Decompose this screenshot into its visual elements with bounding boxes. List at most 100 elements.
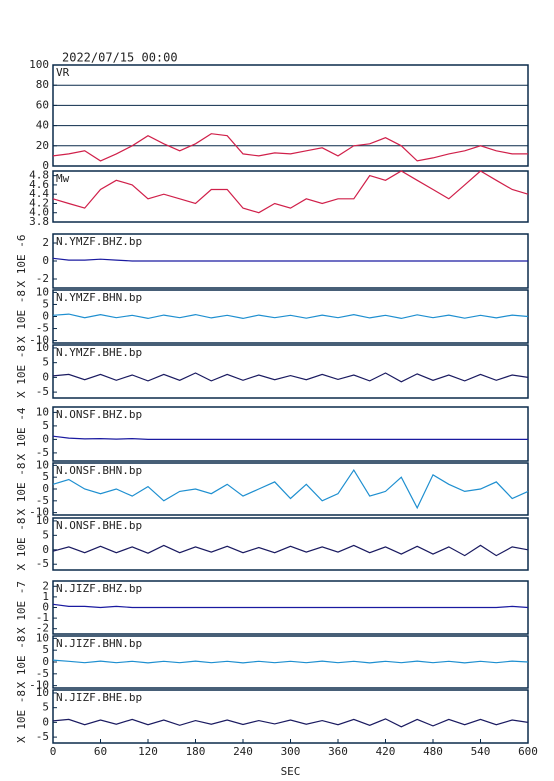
y-tick-label: 5 (42, 419, 49, 432)
y-axis-label: X 10E -6 (15, 235, 28, 288)
y-tick-label: 80 (36, 78, 49, 91)
y-tick-label: 4.6 (29, 178, 49, 191)
x-tick-label: 300 (281, 745, 301, 758)
y-tick-label: -5 (36, 385, 49, 398)
panel-label: N.YMZF.BHN.bp (56, 291, 142, 304)
y-tick-label: 10 (36, 405, 49, 418)
y-tick-label: 5 (42, 528, 49, 541)
y-tick-label: 60 (36, 98, 49, 111)
x-tick-label: 600 (518, 745, 538, 758)
y-tick-label: 20 (36, 139, 49, 152)
waveform (52, 468, 529, 510)
y-axis-label: X 10E -8 (15, 518, 28, 571)
y-tick-label: 4.0 (29, 206, 49, 219)
y-tick-label: 0 (42, 543, 49, 556)
panel-label: Mw (56, 172, 70, 185)
y-tick-label: -2 (36, 272, 49, 285)
panel-label: N.ONSF.BHZ.bp (56, 408, 142, 421)
panel-label: N.ONSF.BHN.bp (56, 464, 142, 477)
waveform (52, 718, 529, 728)
y-tick-label: 100 (29, 58, 49, 71)
x-tick-label: 480 (423, 745, 443, 758)
y-tick-label: 4.4 (29, 187, 49, 200)
y-tick-label: -10 (29, 334, 49, 347)
panel-label: N.JIZF.BHE.bp (56, 691, 142, 704)
y-tick-label: 0 (42, 254, 49, 267)
y-tick-label: 10 (36, 341, 49, 354)
y-tick-label: 10 (36, 458, 49, 471)
waveform (52, 435, 528, 440)
y-axis-label: X 10E -8 (15, 636, 28, 689)
y-tick-label: -5 (36, 446, 49, 459)
panel-label: N.ONSF.BHE.bp (56, 519, 142, 532)
y-tick-label: -5 (36, 730, 49, 743)
x-tick-label: 0 (50, 745, 57, 758)
panel-label: N.JIZF.BHZ.bp (56, 582, 142, 595)
y-tick-label: -5 (36, 667, 49, 680)
x-tick-label: 120 (138, 745, 158, 758)
x-tick-label: 420 (376, 745, 396, 758)
y-tick-label: 5 (42, 297, 49, 310)
y-tick-label: 2 (42, 236, 49, 249)
y-tick-label: 0 (42, 159, 49, 172)
y-tick-label: 4.8 (29, 169, 49, 182)
y-tick-label: 10 (36, 285, 49, 298)
y-tick-label: 0 (42, 715, 49, 728)
y-tick-label: 10 (36, 514, 49, 527)
panel-label: VR (56, 66, 70, 79)
y-tick-label: 0 (42, 370, 49, 383)
y-tick-label: 0 (42, 482, 49, 495)
panel-frame (52, 344, 529, 399)
x-tick-label: 180 (186, 745, 206, 758)
y-tick-label: 5 (42, 356, 49, 369)
x-tick-label: 360 (328, 745, 348, 758)
y-tick-label: 3.8 (29, 215, 49, 228)
date-title: 2022/07/15 00:00 (62, 51, 178, 65)
waveform (52, 603, 529, 609)
panel-label: N.YMZF.BHZ.bp (56, 235, 142, 248)
y-axis-label: X 10E -8 (15, 290, 28, 343)
x-tick-label: 540 (471, 745, 491, 758)
y-tick-label: 4.2 (29, 196, 49, 209)
y-tick-label: 5 (42, 643, 49, 656)
y-tick-label: 2 (42, 579, 49, 592)
waveform (52, 313, 529, 320)
y-tick-label: 0 (42, 601, 49, 614)
y-tick-label: 0 (42, 310, 49, 323)
x-tick-label: 240 (233, 745, 253, 758)
y-tick-label: -10 (29, 679, 49, 692)
y-tick-label: 0 (42, 432, 49, 445)
panel-frame (52, 406, 529, 462)
panel-label: N.JIZF.BHN.bp (56, 637, 142, 650)
panel-frame (52, 64, 529, 167)
y-tick-label: 5 (42, 470, 49, 483)
y-tick-label: 10 (36, 686, 49, 699)
y-tick-label: -5 (36, 494, 49, 507)
y-tick-label: 10 (36, 631, 49, 644)
y-tick-label: -2 (36, 622, 49, 635)
y-axis-label: X 10E -8 (15, 463, 28, 516)
y-axis-label: X 10E -4 (15, 407, 28, 460)
y-tick-label: -1 (36, 611, 49, 624)
y-tick-label: 0 (42, 655, 49, 668)
y-axis-label: X 10E -8 (15, 690, 28, 743)
waveform (52, 544, 529, 557)
waveform (52, 257, 528, 262)
y-tick-label: -5 (36, 557, 49, 570)
x-tick-label: 60 (94, 745, 107, 758)
y-tick-label: -10 (29, 506, 49, 519)
y-tick-label: -5 (36, 322, 49, 335)
waveform (52, 170, 529, 214)
y-axis-label: X 10E -7 (15, 581, 28, 634)
waveform (52, 372, 529, 383)
y-tick-label: 40 (36, 119, 49, 132)
y-axis-label: X 10E -8 (15, 345, 28, 398)
panel-frame (52, 517, 529, 571)
y-tick-label: 1 (42, 590, 49, 603)
waveform (52, 659, 529, 664)
x-axis-label: SEC (281, 765, 301, 778)
panel-frame (52, 170, 529, 223)
y-tick-label: 5 (42, 701, 49, 714)
waveform (52, 133, 528, 162)
